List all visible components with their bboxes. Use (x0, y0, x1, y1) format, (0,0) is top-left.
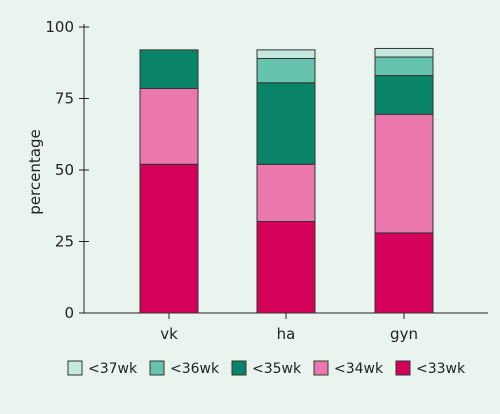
x-category-label: vk (160, 325, 178, 343)
bar-segment (256, 163, 316, 222)
y-ticks: 0 25 50 75 100 (45, 18, 89, 322)
bar-segment (256, 57, 316, 84)
bar-segment (256, 220, 316, 314)
legend-swatch (67, 360, 83, 376)
x-category-label: gyn (390, 325, 418, 343)
legend-swatch (395, 360, 411, 376)
x-category-label: ha (277, 325, 296, 343)
legend-label: <34wk (334, 361, 384, 377)
x-category-labels: vk ha gyn (160, 313, 418, 343)
legend-swatch (231, 360, 247, 376)
legend-label: <37wk (88, 361, 138, 377)
y-tick-label: 75 (55, 90, 74, 108)
legend-label: <36wk (170, 361, 220, 377)
legend-swatch (313, 360, 329, 376)
bar-segment (256, 82, 316, 165)
bar-segment (374, 232, 434, 314)
bar-segment (374, 113, 434, 234)
legend: <37wk <36wk <35wk <34wk <33wk (67, 360, 466, 377)
bar-segment (256, 49, 316, 59)
bar-segment (374, 47, 434, 58)
y-tick-label: 100 (45, 18, 74, 36)
bar-segment (139, 87, 199, 165)
bars (139, 47, 434, 314)
bar-segment (374, 75, 434, 115)
bar-segment (139, 49, 199, 89)
legend-label: <35wk (252, 361, 302, 377)
legend-swatch (149, 360, 165, 376)
bar-segment (139, 163, 199, 314)
bar-segment (374, 56, 434, 77)
y-tick-label: 0 (64, 304, 74, 322)
y-tick-label: 25 (55, 233, 74, 251)
y-axis-label: percentage (26, 129, 44, 214)
y-tick-label: 50 (55, 161, 74, 179)
legend-label: <33wk (416, 361, 466, 377)
